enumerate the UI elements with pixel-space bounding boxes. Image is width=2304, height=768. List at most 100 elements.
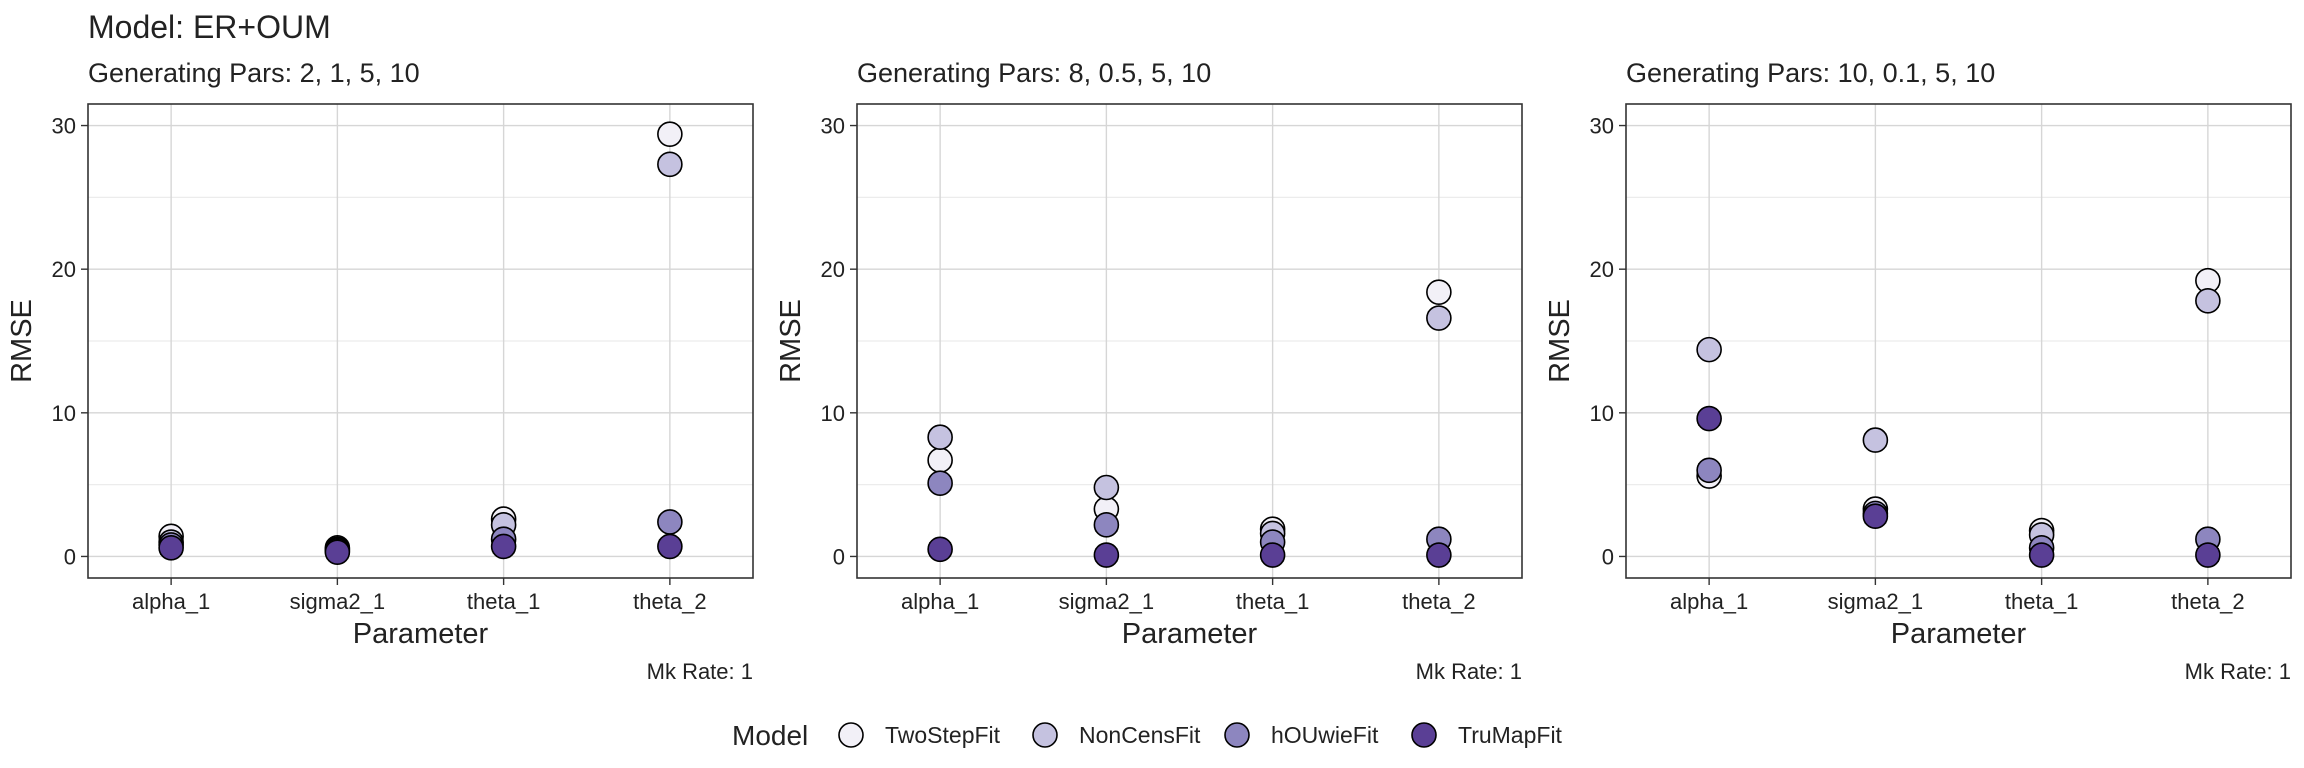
data-point <box>324 539 351 565</box>
data-point <box>1259 542 1286 568</box>
figure-title: Model: ER+OUM <box>88 9 331 45</box>
point-marker <box>2028 542 2055 568</box>
data-point <box>1696 457 1722 484</box>
y-tick-label: 10 <box>52 401 76 426</box>
point-marker <box>1093 542 1120 568</box>
point-marker <box>158 535 184 561</box>
legend-entry: hOUwieFit <box>1224 722 1379 748</box>
x-tick-label: alpha_1 <box>901 589 979 614</box>
chart-panels: Generating Pars: 2, 1, 5, 10 0 10 20 30 alpha… <box>6 58 2292 684</box>
y-tick-label: 30 <box>1590 114 1614 139</box>
x-tick-label: sigma2_1 <box>290 589 385 614</box>
y-axis-label: RMSE <box>6 299 38 383</box>
data-point <box>1426 305 1452 331</box>
panel-3: Generating Pars: 10, 0.1, 5, 10 0 10 20 30 al… <box>1544 58 2292 684</box>
data-point <box>1093 542 1120 568</box>
data-point <box>1426 542 1452 568</box>
legend-label: TruMapFit <box>1458 722 1563 748</box>
panel-border <box>856 103 1523 579</box>
point-marker <box>1696 405 1722 432</box>
y-axis-label: RMSE <box>1544 299 1576 383</box>
data-point <box>927 447 953 474</box>
y-tick-label: 0 <box>64 544 76 569</box>
panel-caption: Mk Rate: 1 <box>2185 659 2291 684</box>
point-marker <box>927 536 953 563</box>
data-point <box>1696 336 1722 363</box>
data-point <box>1862 427 1889 453</box>
point-marker <box>1093 512 1120 538</box>
x-axis-label: Parameter <box>353 618 489 650</box>
panel-border <box>1625 103 2292 579</box>
point-marker <box>324 539 351 565</box>
panel-subtitle: Generating Pars: 10, 0.1, 5, 10 <box>1626 58 1995 88</box>
data-point <box>1696 405 1722 432</box>
point-marker <box>1259 542 1286 568</box>
legend-label: TwoStepFit <box>885 722 1001 748</box>
point-marker <box>1696 336 1722 363</box>
legend-key <box>1224 722 1250 748</box>
x-tick-label: alpha_1 <box>1670 589 1748 614</box>
point-marker <box>490 533 517 560</box>
legend-label: NonCensFit <box>1079 722 1201 748</box>
data-point <box>657 121 683 147</box>
legend-key <box>1032 722 1058 748</box>
y-tick-label: 0 <box>833 544 845 569</box>
panel-1: Generating Pars: 2, 1, 5, 10 0 10 20 30 alpha… <box>6 58 754 684</box>
point-marker <box>1426 279 1452 305</box>
x-tick-label: theta_2 <box>1402 589 1475 614</box>
y-tick-label: 20 <box>52 257 76 282</box>
data-point <box>927 536 953 563</box>
panel-subtitle: Generating Pars: 2, 1, 5, 10 <box>88 58 420 88</box>
point-marker <box>1862 427 1889 453</box>
data-point <box>1093 512 1120 538</box>
legend-entry: TruMapFit <box>1411 722 1563 748</box>
point-marker <box>927 470 953 497</box>
x-tick-label: theta_1 <box>467 589 540 614</box>
x-tick-label: sigma2_1 <box>1059 589 1154 614</box>
data-point <box>2028 542 2055 568</box>
panel-subtitle: Generating Pars: 8, 0.5, 5, 10 <box>857 58 1211 88</box>
point-marker <box>657 151 683 178</box>
legend: Model TwoStepFit NonCensFit hOUwieFit TruMa… <box>732 720 1563 751</box>
data-point <box>2195 267 2221 294</box>
data-point <box>927 424 953 451</box>
panel-caption: Mk Rate: 1 <box>1416 659 1522 684</box>
panel-caption: Mk Rate: 1 <box>647 659 753 684</box>
point-marker <box>1093 474 1120 501</box>
point-marker <box>1862 503 1889 530</box>
y-tick-label: 30 <box>52 114 76 139</box>
panel-border <box>87 103 754 579</box>
data-point <box>2195 542 2221 568</box>
data-point <box>1093 474 1120 501</box>
x-axis-label: Parameter <box>1891 618 2027 650</box>
x-tick-label: alpha_1 <box>132 589 210 614</box>
data-point <box>657 151 683 178</box>
point-marker <box>657 121 683 147</box>
panel-2: Generating Pars: 8, 0.5, 5, 10 0 10 20 30 alp… <box>775 58 1523 684</box>
y-tick-label: 0 <box>1602 544 1614 569</box>
data-point <box>158 535 184 561</box>
x-tick-label: theta_2 <box>2171 589 2244 614</box>
point-marker <box>1426 305 1452 331</box>
point-marker <box>657 533 683 560</box>
legend-entry: TwoStepFit <box>838 722 1001 748</box>
x-tick-label: sigma2_1 <box>1828 589 1923 614</box>
y-tick-label: 20 <box>1590 257 1614 282</box>
y-tick-label: 10 <box>821 401 845 426</box>
legend-key <box>838 722 864 748</box>
point-marker <box>657 509 683 535</box>
point-marker <box>2195 542 2221 568</box>
data-point <box>657 509 683 535</box>
point-marker <box>927 447 953 474</box>
point-marker <box>1696 457 1722 484</box>
data-point <box>2195 287 2221 314</box>
y-tick-label: 30 <box>821 114 845 139</box>
legend-title: Model <box>732 720 808 751</box>
data-point <box>657 533 683 560</box>
y-tick-label: 20 <box>821 257 845 282</box>
point-marker <box>927 424 953 451</box>
data-point <box>1862 503 1889 530</box>
data-point <box>927 470 953 497</box>
